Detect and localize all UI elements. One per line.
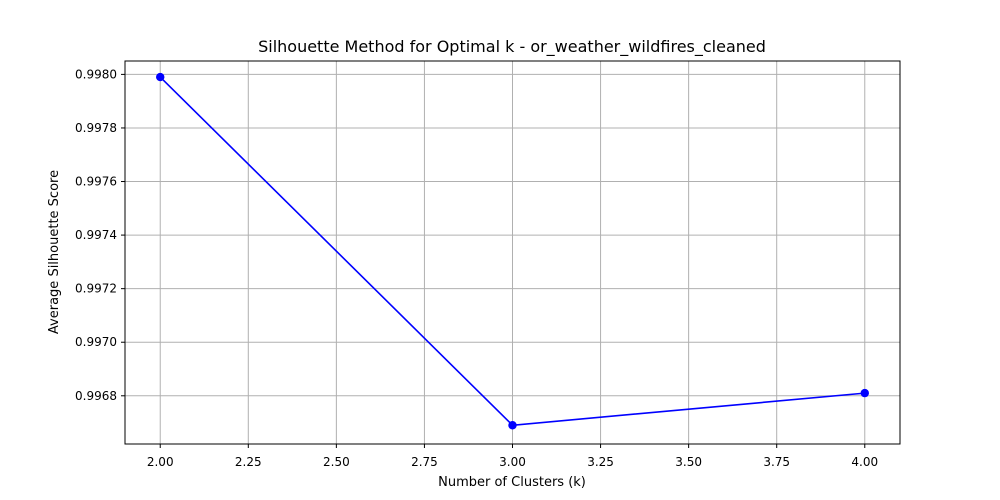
x-tick-label: 2.00 — [147, 455, 174, 469]
x-axis: 2.00 2.25 2.50 2.75 3.00 3.25 3.50 3.75 4.00 — [147, 444, 878, 469]
y-tick-label: 0.9970 — [75, 335, 117, 349]
y-axis-label: Average Silhouette Score — [47, 170, 62, 334]
y-tick-label: 0.9972 — [75, 282, 117, 296]
x-tick-label: 2.25 — [235, 455, 262, 469]
x-tick-label: 2.75 — [411, 455, 438, 469]
y-tick-label: 0.9968 — [75, 389, 117, 403]
data-point — [860, 388, 869, 398]
x-tick-label: 3.25 — [587, 455, 614, 469]
grid — [125, 61, 900, 444]
x-tick-label: 3.00 — [499, 455, 526, 469]
series-layer — [156, 72, 869, 430]
x-tick-label: 4.00 — [851, 455, 878, 469]
y-tick-label: 0.9980 — [75, 67, 117, 81]
data-point — [508, 421, 517, 430]
y-tick-label: 0.9976 — [75, 175, 117, 189]
chart-title: Silhouette Method for Optimal k - or_wea… — [258, 37, 766, 57]
x-tick-label: 3.75 — [763, 455, 790, 469]
y-axis: 0.9968 0.9970 0.9972 0.9974 0.9976 0.9978 0.99… — [75, 67, 125, 403]
y-tick-label: 0.9974 — [75, 228, 117, 242]
y-tick-label: 0.9978 — [75, 121, 117, 135]
data-point — [156, 72, 165, 82]
x-axis-label: Number of Clusters (k) — [438, 475, 586, 490]
x-tick-label: 3.50 — [675, 455, 702, 469]
x-tick-label: 2.50 — [323, 455, 350, 469]
